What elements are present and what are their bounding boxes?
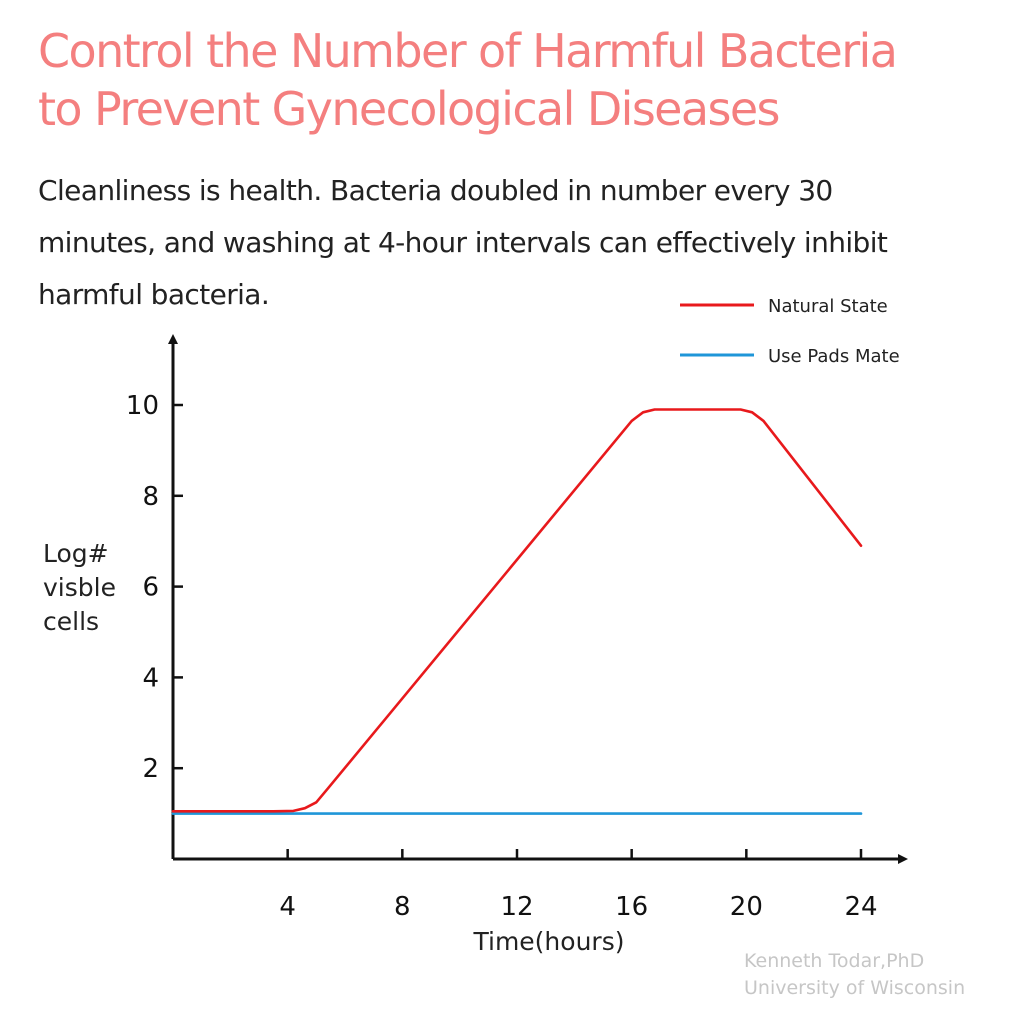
- y-axis-title-line: visble: [43, 573, 116, 602]
- axes: [168, 334, 908, 864]
- x-axis-title: Time(hours): [473, 927, 625, 956]
- y-axis-title-line: cells: [43, 607, 99, 636]
- subtitle-line-3: harmful bacteria.: [38, 278, 270, 311]
- x-tick-label: 20: [730, 892, 763, 922]
- y-tick-label: 8: [142, 482, 159, 512]
- axis-labels: Time(hours) Log# visble cells: [43, 539, 624, 956]
- source-credit: Kenneth Todar,PhD University of Wisconsi…: [744, 948, 965, 1002]
- legend: Natural State Use Pads Mate: [680, 296, 900, 367]
- x-tick-label: 4: [279, 892, 296, 922]
- y-tick-label: 6: [142, 573, 159, 603]
- x-tick-label: 12: [500, 892, 533, 922]
- title-line-2: to Prevent Gynecological Diseases: [38, 82, 781, 136]
- y-axis-title-line: Log#: [43, 539, 109, 568]
- x-tick-label: 24: [844, 892, 877, 922]
- credit-line-2: University of Wisconsin: [744, 977, 966, 999]
- series-lines: [171, 408, 863, 815]
- series-line-natural-state: [171, 408, 863, 813]
- x-tick-label: 8: [394, 892, 411, 922]
- y-tick-label: 10: [126, 391, 159, 421]
- credit-line-1: Kenneth Todar,PhD: [744, 950, 925, 972]
- subtitle-line-2: minutes, and washing at 4-hour intervals…: [38, 226, 888, 259]
- legend-label: Use Pads Mate: [768, 346, 900, 367]
- legend-label: Natural State: [768, 296, 888, 317]
- page-title: Control the Number of Harmful Bacteria t…: [38, 22, 1018, 138]
- subtitle-line-1: Cleanliness is health. Bacteria doubled …: [38, 174, 833, 207]
- title-line-1: Control the Number of Harmful Bacteria: [38, 24, 898, 78]
- y-tick-label: 4: [142, 663, 159, 693]
- x-tick-label: 16: [615, 892, 648, 922]
- y-tick-label: 2: [142, 754, 159, 784]
- subtitle: Cleanliness is health. Bacteria doubled …: [38, 165, 978, 321]
